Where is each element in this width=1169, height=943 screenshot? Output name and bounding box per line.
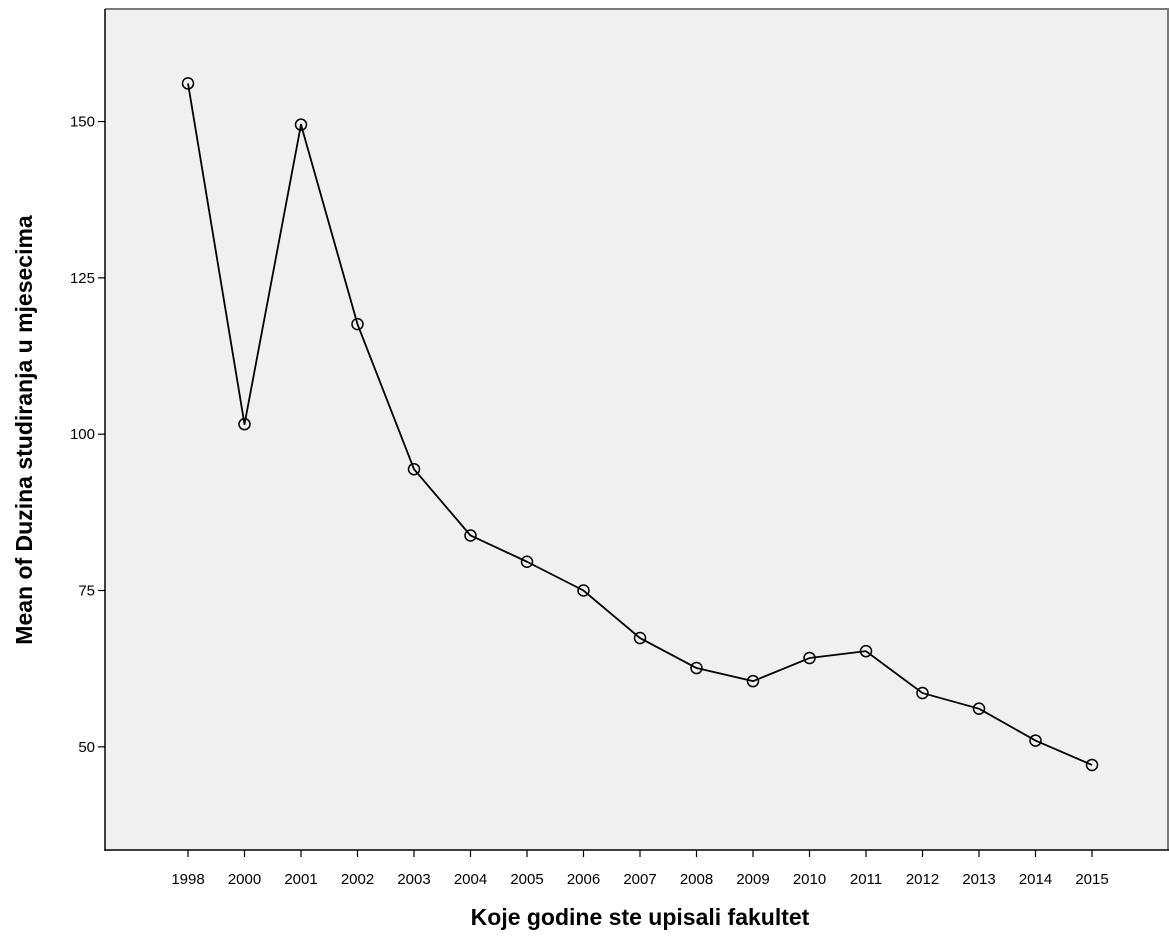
x-tick-label: 2015 — [1075, 871, 1108, 888]
x-tick-label: 2005 — [510, 871, 543, 888]
x-tick-label: 2012 — [906, 871, 939, 888]
series-layer — [181, 77, 1099, 772]
x-tick-label: 2008 — [680, 871, 713, 888]
data-point — [746, 674, 760, 688]
data-point — [972, 702, 986, 715]
x-tick-label: 2001 — [284, 871, 317, 888]
y-tick-label: 100 — [70, 426, 95, 443]
x-tick-label: 2004 — [454, 871, 487, 888]
x-tick-label: 2007 — [623, 871, 656, 888]
y-tick-label: 50 — [78, 739, 95, 756]
x-tick-label: 2011 — [850, 871, 882, 888]
x-axis-title: Koje godine ste upisali fakultet — [471, 904, 810, 930]
data-point — [407, 462, 421, 476]
data-point — [916, 686, 929, 700]
y-tick-label: 125 — [70, 270, 95, 287]
y-tick-label: 75 — [78, 583, 95, 600]
data-point — [351, 317, 364, 331]
data-point — [464, 529, 477, 542]
data-point — [1085, 758, 1099, 772]
data-point — [577, 584, 590, 597]
y-axis-title: Mean of Duzina studiranja u mjesecima — [11, 215, 37, 645]
x-tick-label: 2009 — [736, 871, 769, 888]
x-tick-label: 2013 — [962, 871, 995, 888]
data-point — [294, 118, 308, 131]
data-point — [520, 555, 534, 568]
data-point — [633, 631, 647, 645]
x-tick-label: 2010 — [793, 871, 826, 888]
x-tick-label: 2014 — [1019, 871, 1052, 888]
y-tick-label: 150 — [70, 114, 95, 131]
y-axis-ticks: 50 75 100 125 150 — [70, 114, 105, 756]
x-tick-label: 2002 — [341, 871, 374, 888]
x-tick-label: 2006 — [567, 871, 600, 888]
data-point — [859, 644, 873, 658]
x-tick-label: 1998 — [171, 871, 204, 888]
data-point — [238, 417, 251, 431]
data-point — [690, 661, 703, 675]
data-point — [803, 651, 816, 665]
x-axis-ticks: 1998 2000 2001 2002 2003 2004 2005 2006 2007 2008… — [171, 850, 1109, 888]
x-tick-label: 2003 — [397, 871, 430, 888]
plot-area — [105, 9, 1169, 850]
data-point — [1029, 734, 1042, 747]
x-tick-label: 2000 — [228, 871, 261, 888]
series-line — [187, 83, 1093, 766]
data-point — [181, 77, 195, 90]
